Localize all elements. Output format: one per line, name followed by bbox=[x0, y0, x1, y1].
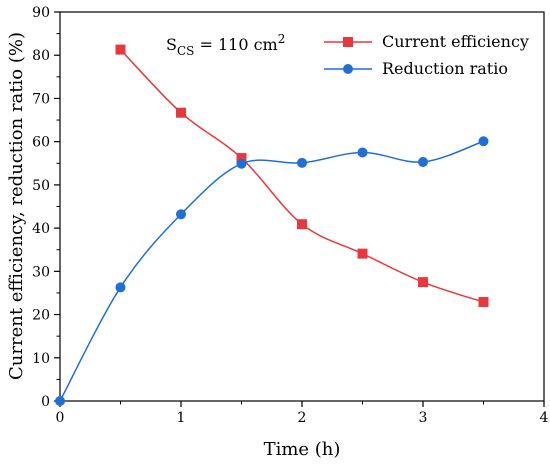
data-point-current-efficiency bbox=[478, 297, 489, 308]
data-point-current-efficiency bbox=[115, 44, 126, 55]
x-tick-label: 4 bbox=[540, 410, 549, 426]
series-layer bbox=[55, 44, 489, 406]
data-point-reduction-ratio bbox=[478, 136, 489, 147]
data-point-reduction-ratio bbox=[357, 147, 368, 158]
y-tick-label: 30 bbox=[32, 264, 50, 280]
data-point-current-efficiency bbox=[418, 277, 428, 288]
data-point-current-efficiency bbox=[176, 107, 186, 118]
y-tick-label: 0 bbox=[41, 394, 50, 410]
data-point-current-efficiency bbox=[357, 248, 368, 259]
y-tick-label: 70 bbox=[32, 91, 50, 107]
data-point-reduction-ratio bbox=[236, 158, 247, 169]
data-point-reduction-ratio bbox=[115, 282, 126, 293]
legend-entry-current-efficiency: Current efficiency bbox=[324, 32, 529, 51]
x-axis-title: Time (h) bbox=[264, 439, 341, 460]
y-axis-title: Current efficiency, reduction ratio (%) bbox=[6, 32, 27, 380]
series-line-current-efficiency bbox=[119, 49, 484, 303]
legend-label-reduction-ratio: Reduction ratio bbox=[382, 59, 508, 78]
data-point-reduction-ratio bbox=[418, 156, 428, 167]
y-tick-label: 60 bbox=[32, 135, 50, 151]
legend-label-current-efficiency: Current efficiency bbox=[382, 32, 529, 51]
x-tick-label: 1 bbox=[177, 410, 186, 426]
x-tick-label: 3 bbox=[419, 410, 428, 426]
annotation-scs: SCS = 110 cm2 bbox=[166, 32, 285, 58]
legend-marker-reduction-ratio bbox=[343, 64, 353, 74]
data-point-reduction-ratio bbox=[55, 396, 65, 406]
y-tick-label: 10 bbox=[32, 351, 50, 367]
y-tick-label: 50 bbox=[32, 178, 50, 194]
data-point-current-efficiency bbox=[297, 219, 307, 230]
series-line-reduction-ratio bbox=[59, 140, 484, 402]
legend-marker-current-efficiency bbox=[343, 37, 353, 47]
data-point-reduction-ratio bbox=[176, 209, 186, 220]
data-point-current-efficiency bbox=[236, 153, 247, 164]
data-point-reduction-ratio bbox=[297, 157, 307, 168]
y-tick-label: 40 bbox=[32, 221, 50, 237]
x-tick-label: 2 bbox=[298, 410, 307, 426]
y-tick-label: 90 bbox=[32, 5, 50, 21]
legend: Current efficiency Reduction ratio bbox=[324, 32, 529, 78]
x-tick-label: 0 bbox=[56, 410, 65, 426]
legend-entry-reduction-ratio: Reduction ratio bbox=[324, 59, 508, 78]
y-tick-label: 20 bbox=[32, 308, 50, 324]
y-tick-label: 80 bbox=[32, 48, 50, 64]
